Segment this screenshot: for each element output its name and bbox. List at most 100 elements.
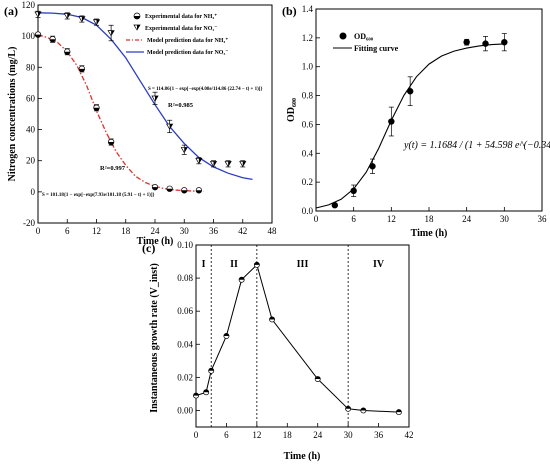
panel-b-y-tick-label: 1.0: [302, 62, 314, 72]
no3-experimental-point: [224, 161, 232, 168]
panel-c-x-axis-label: Time (h): [284, 451, 321, 462]
panel-c-y-axis-label: Instantaneous growth rate (V_inst): [149, 263, 160, 413]
panel-c-y-tick-label: 0.00: [177, 405, 193, 415]
legend-marker-nh4-experimental: [133, 12, 141, 20]
panel-b-plot-area: [315, 8, 543, 212]
panel-a-y-tick-label: 20: [26, 156, 36, 166]
nh4-experimental-point: [34, 31, 42, 38]
panel-a-legend: Experimental data for NH₄⁺ Experimental …: [126, 12, 228, 56]
nh4-experimental-point: [181, 187, 188, 194]
growth-rate-point: [314, 376, 321, 382]
nh4-experimental-point: [195, 187, 203, 194]
panel-a-y-tick-label: 120: [22, 0, 36, 10]
panel-a-y-tick-label: 60: [26, 93, 36, 103]
growth-rate-point: [238, 276, 245, 283]
panel-c-y-tick-label: 0.02: [177, 372, 193, 382]
no3-experimental-point: [180, 147, 188, 154]
panel-b-y-tick-label: 0.2: [302, 177, 313, 187]
panel-b-x-tick-label: 36: [538, 214, 548, 224]
panel-b-label: (b): [282, 4, 297, 18]
phase-label: IV: [373, 259, 385, 270]
panel-b: (b) 0 6 12 18 24 30 36 0.0 0.2 0.4 0.6 0.8 1.0 1.2 1.4…: [282, 4, 550, 239]
od600-data-point: [331, 202, 339, 209]
panel-a-x-tick-label: 36: [209, 226, 219, 236]
panel-a-y-tick-label: 40: [26, 125, 36, 135]
no3-experimental-point: [195, 157, 203, 165]
od600-data-point: [388, 118, 395, 125]
nh4-experimental-point: [151, 184, 159, 191]
no3-experimental-point: [166, 123, 174, 130]
no3-experimental-point: [63, 13, 71, 20]
panel-a-label: (a): [4, 4, 18, 18]
panel-b-legend: OD₆₀₀ Fitting curve: [333, 32, 399, 53]
panel-a-y-tick-label: -20: [23, 218, 35, 228]
od600-data-point: [482, 40, 489, 47]
panel-c-y-tick-label: 0.10: [177, 240, 193, 250]
panel-c-x-tick-label: 30: [344, 430, 354, 440]
panel-b-y-tick-label: 0.6: [302, 119, 314, 129]
no3-experimental-point: [107, 30, 115, 37]
legend-marker-no3-experimental: [133, 24, 141, 31]
od600-data-point: [406, 88, 414, 95]
panel-b-x-tick-label: 18: [425, 214, 435, 224]
no3-model-curve: [37, 12, 253, 181]
panel-c-x-tick-label: 36: [374, 430, 384, 440]
legend-label-no3-model: Model prediction data for NO₃⁻: [147, 50, 228, 56]
panel-a-x-tick-label: 12: [92, 226, 101, 236]
growth-rate-point: [253, 261, 260, 268]
panel-c-y-tick-label: 0.06: [177, 306, 193, 316]
growth-rate-point: [223, 333, 230, 339]
panel-b-x-tick-label: 12: [387, 214, 396, 224]
growth-rate-point: [395, 409, 402, 416]
no3-experimental-point: [34, 11, 42, 18]
panel-b-x-tick-label: 0: [314, 214, 319, 224]
panel-a-y-tick-label: 80: [26, 62, 36, 72]
annotation-r2-nh4: R²=0.997: [100, 165, 126, 172]
legend-label-no3-experimental: Experimental data for NO₃⁻: [145, 26, 217, 32]
phase-label: I: [202, 259, 206, 270]
panel-c: (c) 0 6 12 18 24 30 36 42 0.00 0.02 0.04 0.06 0.08 0.…: [142, 240, 414, 462]
nh4-experimental-point: [64, 48, 71, 55]
panel-b-y-axis-label: OD₆₀₀: [286, 98, 297, 122]
panel-c-x-tick-label: 42: [405, 430, 414, 440]
no3-experimental-point: [151, 95, 159, 102]
panel-a-x-tick-label: 48: [268, 226, 278, 236]
equation-no3-model: S = 114.86{1 − exp[−exp(4.08e/114.86 (22…: [148, 87, 262, 92]
no3-experimental-point: [92, 19, 101, 26]
legend-label-fitting-curve: Fitting curve: [354, 44, 399, 53]
panel-a-x-tick-label: 30: [180, 226, 190, 236]
panel-c-x-tick-label: 6: [224, 430, 229, 440]
panel-c-x-tick-label: 18: [283, 430, 293, 440]
nh4-experimental-point: [166, 185, 173, 192]
growth-rate-point: [193, 392, 199, 399]
no3-experimental-point: [78, 16, 86, 23]
panel-c-label: (c): [142, 241, 155, 255]
panel-c-x-tick-label: 24: [313, 430, 323, 440]
panel-a-y-tick-label: 0: [31, 187, 36, 197]
od600-data-point: [350, 187, 357, 194]
panel-a-x-tick-label: 0: [36, 226, 41, 236]
phase-label: III: [297, 259, 309, 270]
panel-c-plot-area: [195, 244, 410, 428]
nh4-experimental-point: [93, 104, 100, 111]
panel-a-x-axis-label: Time (h): [137, 236, 174, 247]
panel-c-y-tick-label: 0.08: [177, 273, 193, 283]
panel-a-x-tick-label: 24: [151, 226, 161, 236]
growth-rate-point: [345, 405, 352, 412]
panel-a-x-tick-label: 6: [65, 226, 70, 236]
legend-marker-od600: [339, 32, 347, 40]
legend-label-od600: OD₆₀₀: [354, 32, 374, 41]
annotation-r2-no3: R²=0.985: [168, 102, 194, 109]
panel-b-y-tick-label: 1.2: [302, 33, 313, 43]
nh4-experimental-point: [49, 36, 56, 43]
no3-experimental-point: [239, 161, 247, 168]
growth-rate-point: [203, 389, 210, 396]
panel-b-y-tick-label: 0.0: [302, 206, 314, 216]
growth-rate-point: [208, 367, 215, 374]
od600-data-point: [501, 38, 508, 46]
phase-label: II: [230, 259, 238, 270]
od600-data-point: [463, 38, 470, 46]
od600-fitting-curve: [315, 43, 505, 209]
